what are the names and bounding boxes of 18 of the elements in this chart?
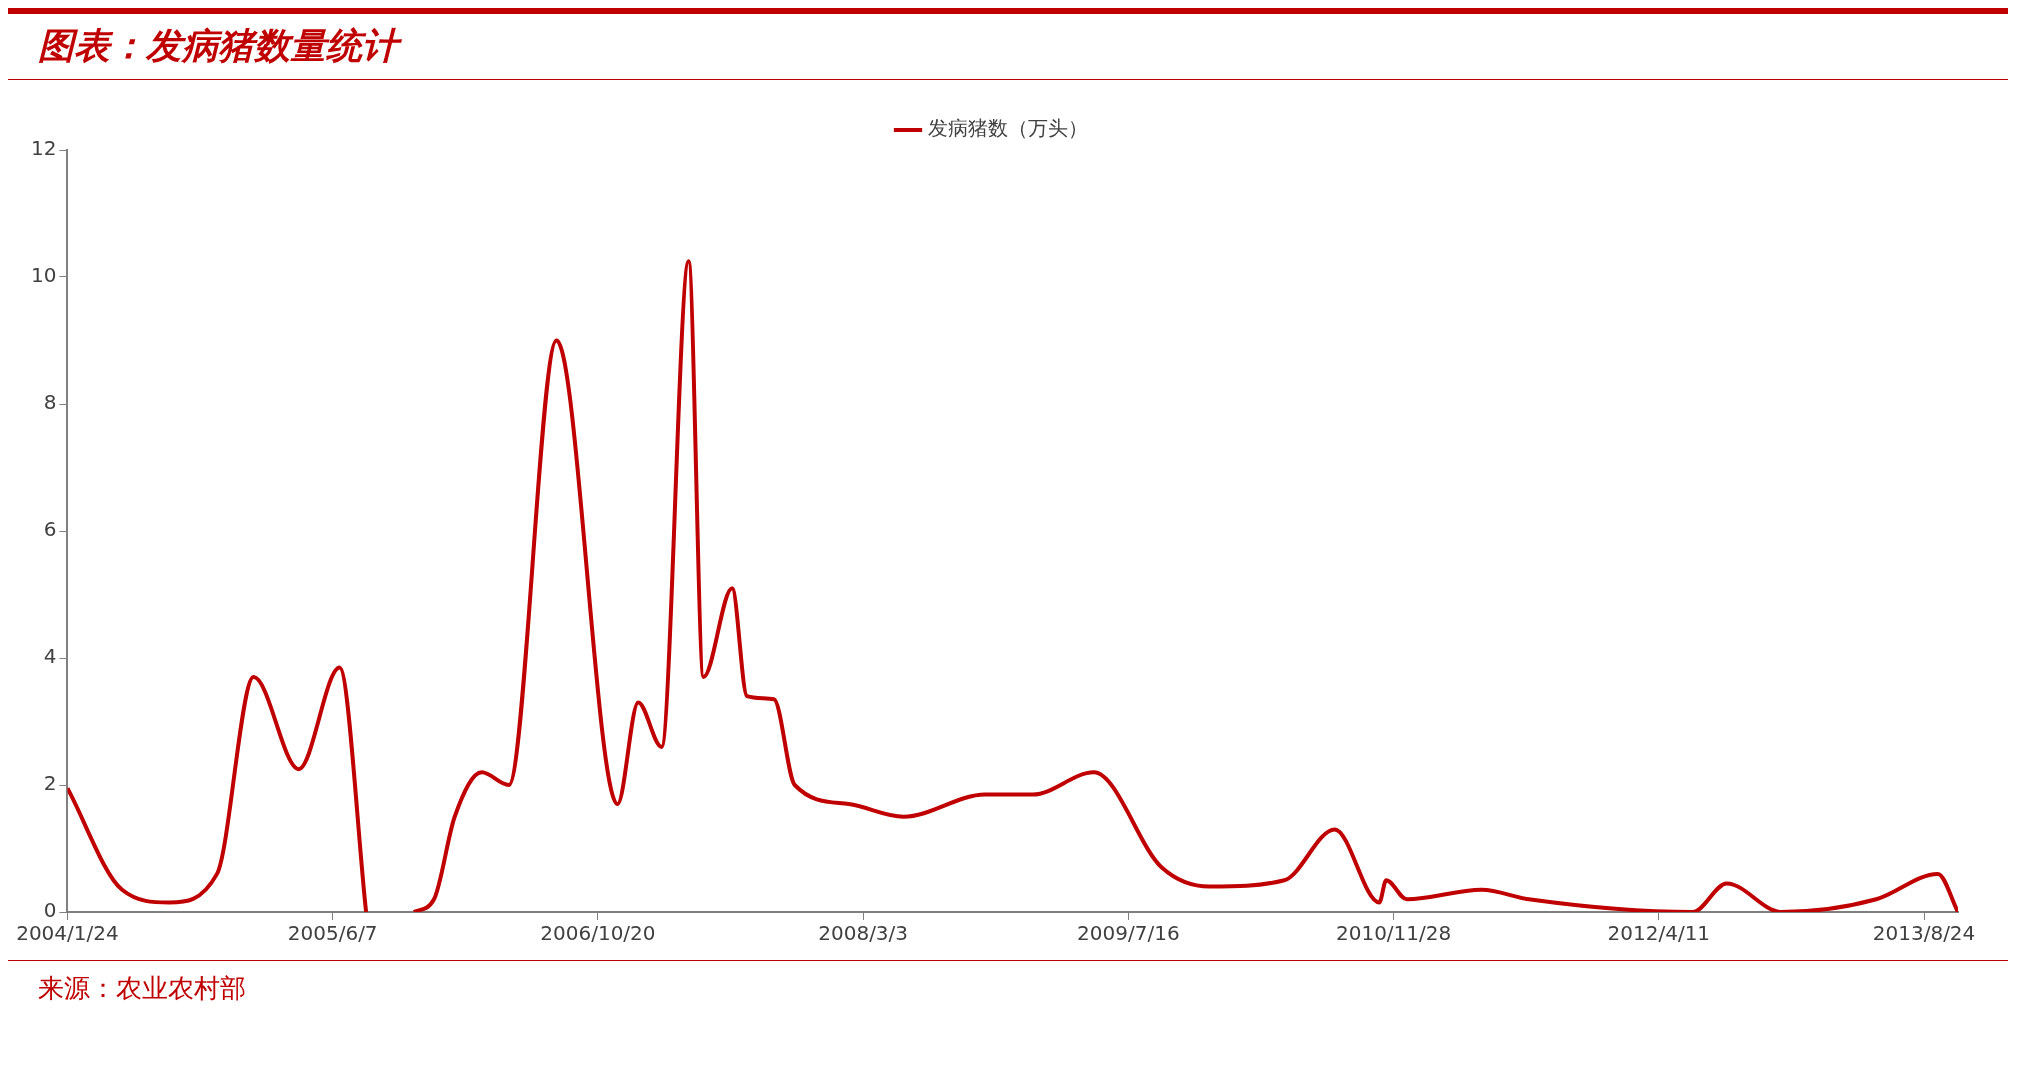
y-tick-label: 10	[31, 263, 57, 288]
x-tick-label: 2008/3/3	[818, 921, 909, 946]
source-note: 来源：农业农村部	[38, 972, 247, 1005]
y-tick-label: 6	[43, 517, 57, 542]
y-tick-label: 2	[43, 771, 57, 796]
chart-title: 图表：发病猪数量统计	[38, 23, 403, 68]
legend-label: 发病猪数（万头）	[928, 116, 1088, 141]
y-tick-label: 0	[43, 898, 57, 923]
x-tick-label: 2010/11/28	[1335, 921, 1452, 946]
x-tick-label: 2009/7/16	[1077, 921, 1180, 946]
x-tick-label: 2013/8/24	[1872, 921, 1976, 946]
y-tick-label: 12	[31, 136, 57, 161]
y-tick-label: 4	[43, 644, 57, 669]
x-tick-label: 2012/4/11	[1607, 921, 1711, 946]
x-tick-label: 2006/10/20	[540, 921, 656, 946]
x-tick-label: 2004/1/24	[16, 921, 119, 946]
x-tick-label: 2005/6/7	[287, 921, 378, 946]
y-tick-label: 8	[43, 390, 57, 415]
